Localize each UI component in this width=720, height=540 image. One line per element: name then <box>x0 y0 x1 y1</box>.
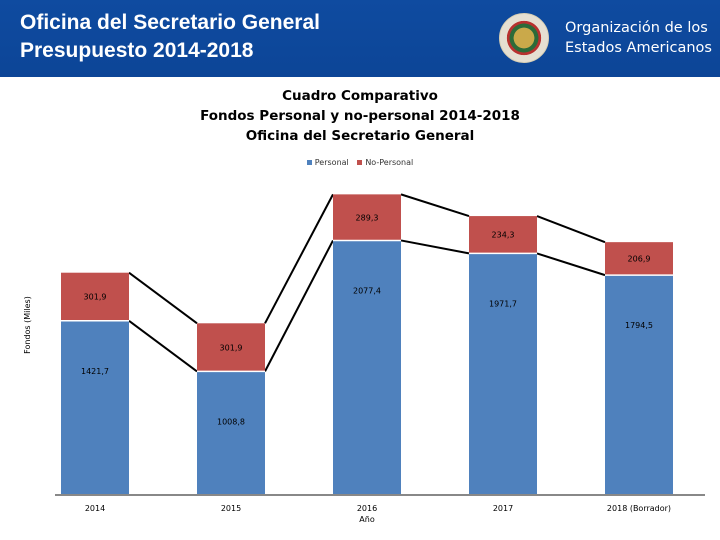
series-line-personal <box>400 239 470 255</box>
bar-personal-2014 <box>61 320 129 495</box>
chart-legend: Personal No-Personal <box>0 158 720 167</box>
series-line-no-personal <box>128 271 198 325</box>
header-banner: Oficina del Secretario General Presupues… <box>0 0 720 77</box>
chart-title: Cuadro Comparativo Fondos Personal y no-… <box>0 86 720 146</box>
bar-no-personal-2017 <box>469 216 537 254</box>
bar-no-personal-2015 <box>197 323 265 372</box>
bar-no-personal-2018 <box>605 242 673 276</box>
bar-no-personal-2014 <box>61 272 129 321</box>
org-name-line-2: Estados Americanos <box>565 40 712 56</box>
x-tick-label: 2016 <box>357 504 377 513</box>
chart-title-line-1: Cuadro Comparativo <box>282 88 438 104</box>
legend-item-no-personal: No-Personal <box>357 158 413 167</box>
bar-personal-2015 <box>197 371 265 495</box>
data-label-no-personal: 234,3 <box>492 231 515 240</box>
data-label-no-personal: 301,9 <box>84 293 107 302</box>
series-line-personal <box>536 252 606 277</box>
series-line-personal <box>128 319 198 373</box>
legend-label-no-personal: No-Personal <box>365 158 414 167</box>
data-label-personal: 1008,8 <box>217 417 245 426</box>
legend-item-personal: Personal <box>306 158 349 167</box>
bar-no-personal-2016 <box>333 194 401 241</box>
series-line-no-personal <box>264 193 334 324</box>
series-line-no-personal <box>536 215 606 244</box>
data-label-no-personal: 289,3 <box>356 213 379 222</box>
oas-seal-icon <box>499 13 549 63</box>
series-lines <box>128 193 606 373</box>
data-label-personal: 1971,7 <box>489 299 517 308</box>
x-axis-label: Año <box>359 515 375 524</box>
bars: 301,9 1421,7 301,9 1008,8 289,3 2077,4 234,3 19… <box>61 194 673 495</box>
chart-title-line-3: Oficina del Secretario General <box>245 128 475 144</box>
series-line-personal <box>264 239 334 372</box>
chart-title-line-2: Fondos Personal y no-personal 2014-2018 <box>200 108 520 124</box>
legend-swatch-personal <box>306 160 312 165</box>
data-label-no-personal: 206,9 <box>628 255 651 264</box>
title-line-1: Oficina del Secretario General <box>20 11 320 34</box>
page-title: Oficina del Secretario General Presupues… <box>20 9 320 65</box>
data-label-personal: 1794,5 <box>625 321 653 330</box>
legend-swatch-no-personal <box>357 160 363 165</box>
series-line-no-personal <box>400 193 470 218</box>
data-label-no-personal: 301,9 <box>220 343 243 352</box>
bar-personal-2018 <box>605 275 673 495</box>
title-line-2: Presupuesto 2014-2018 <box>20 39 254 62</box>
x-tick-label: 2014 <box>85 504 105 513</box>
x-tick-label: 2018 (Borrador) <box>607 504 671 513</box>
y-axis-label: Fondos (Miles) <box>23 296 32 354</box>
x-tick-label: 2015 <box>221 504 241 513</box>
legend-label-personal: Personal <box>314 158 349 167</box>
data-label-personal: 2077,4 <box>353 286 381 295</box>
bar-personal-2017 <box>469 253 537 495</box>
x-tick-labels: 2014 2015 2016 2017 2018 (Borrador) <box>85 504 671 513</box>
bar-personal-2016 <box>333 240 401 495</box>
org-name: Organización de los Estados Americanos <box>565 18 712 58</box>
x-tick-label: 2017 <box>493 504 513 513</box>
org-name-line-1: Organización de los <box>565 20 708 36</box>
data-label-personal: 1421,7 <box>81 367 109 376</box>
